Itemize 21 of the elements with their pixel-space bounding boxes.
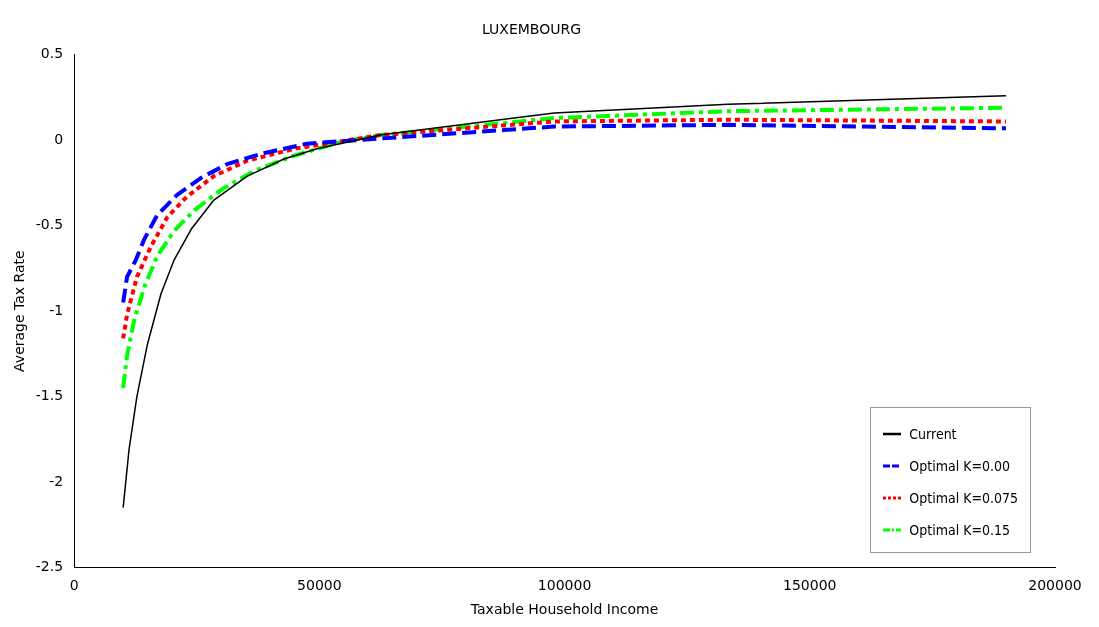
- x-tick-label: 50000: [297, 577, 342, 594]
- line-series: [121, 117, 1008, 341]
- y-tick-label: -1.5: [35, 387, 64, 404]
- x-tick-label: 100000: [537, 577, 592, 594]
- y-tick-label: -2: [49, 472, 64, 489]
- x-tick-label: 200000: [1028, 577, 1082, 594]
- y-axis-title: Average Tax Rate: [11, 250, 28, 372]
- y-tick-label: -2.5: [35, 558, 64, 575]
- legend-label: Optimal K=0.15: [909, 522, 1010, 539]
- legend-label: Optimal K=0.00: [909, 458, 1010, 475]
- legend-label: Current: [909, 426, 957, 443]
- legend-label: Optimal K=0.075: [909, 490, 1018, 507]
- x-axis-title: Taxable Household Income: [469, 601, 659, 618]
- y-tick-label: -1: [49, 301, 64, 318]
- y-tick-label: 0: [54, 130, 64, 147]
- line-series: [121, 122, 1008, 305]
- y-tick-label: -0.5: [35, 216, 64, 233]
- y-tick-label: 0.5: [40, 45, 64, 62]
- x-tick-label: 150000: [783, 577, 837, 594]
- x-tick-label: 0: [69, 577, 79, 594]
- chart-title: LUXEMBOURG: [481, 21, 582, 38]
